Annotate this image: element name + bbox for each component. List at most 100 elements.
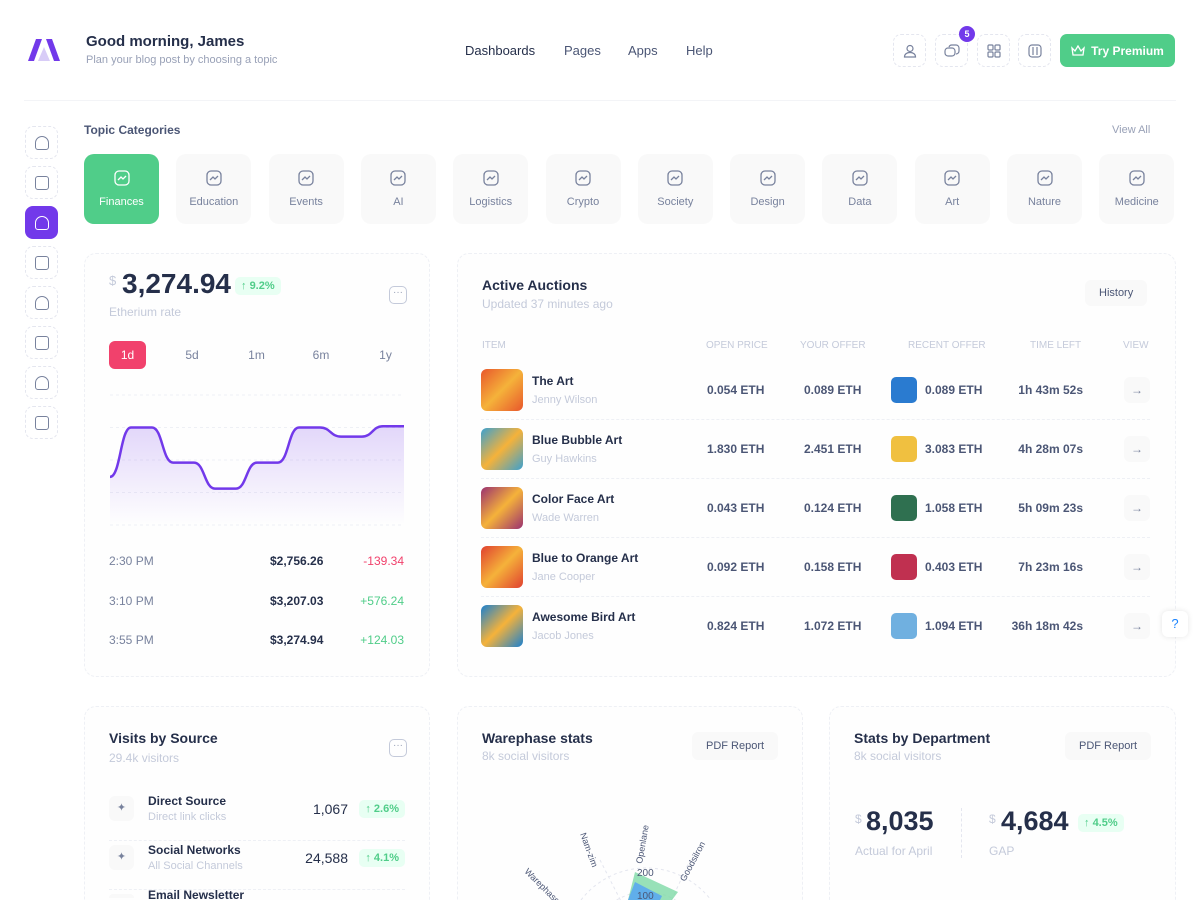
topic-crypto[interactable]: Crypto [545,154,621,224]
dept-pdf-button[interactable]: PDF Report [1065,732,1152,760]
col-time-left[interactable]: Time Left [1030,340,1082,351]
eth-chart [109,394,404,526]
grid-icon [986,43,1001,58]
try-premium-button[interactable]: Try Premium [1060,34,1175,67]
artwork-name[interactable]: Color Face Art [532,492,615,506]
rocket-icon: ✦ [109,796,134,821]
topic-medicine[interactable]: Medicine [1099,154,1175,224]
radar-spoke [599,859,621,900]
arrow-right-icon: → [1131,383,1143,397]
topic-society[interactable]: Society [637,154,713,224]
visits-more-button[interactable]: ··· [389,739,407,757]
view-arrow-button[interactable]: → [1124,554,1150,580]
range-tab-1m[interactable]: 1m [248,348,265,362]
auction-row: The Art Jenny Wilson 0.054 ETH 0.089 ETH… [481,361,1150,420]
area-fill [110,426,404,525]
sidebar-item-alert[interactable] [25,406,58,439]
artist-name: Guy Hawkins [532,453,597,465]
nav-pages[interactable]: Pages [564,43,601,58]
topic-label: Design [750,196,785,208]
auctions-subtitle: Updated 37 minutes ago [482,297,613,311]
auctions-title: Active Auctions [482,277,588,293]
gap-value: 4,684 [1001,806,1069,836]
sidebar-item-paypal[interactable] [25,206,58,239]
view-arrow-button[interactable]: → [1124,377,1150,403]
view-arrow-button[interactable]: → [1124,495,1150,521]
dept-subtitle: 8k social visitors [854,749,942,763]
col-item[interactable]: Item [482,340,506,351]
topic-art[interactable]: Art [914,154,990,224]
sidebar-item-faceid[interactable] [25,326,58,359]
sidebar-item-shield-user[interactable] [25,366,58,399]
nav-help[interactable]: Help [686,43,713,58]
topic-education[interactable]: Education [176,154,252,224]
time-left: 4h 28m 07s [1018,442,1083,456]
col-open-price[interactable]: Open Price [706,340,768,351]
open-price: 0.043 ETH [707,501,765,515]
col-recent-offer[interactable]: Recent Offer [908,340,986,351]
history-delta: +124.03 [360,633,404,647]
visit-source-row: ✦ Social Networks All Social Channels 24… [109,841,405,890]
range-tab-6m[interactable]: 6m [312,348,330,362]
artwork-name[interactable]: The Art [532,374,574,388]
user-icon [903,44,916,58]
visit-source-row: ✦ Direct Source Direct link clicks 1,067… [109,792,405,841]
source-name: Email Newsletter [148,888,245,902]
topic-design[interactable]: Design [730,154,806,224]
nav-dashboards[interactable]: Dashboards [465,43,536,58]
logo[interactable] [26,37,62,63]
topic-data[interactable]: Data [822,154,898,224]
time-left: 5h 09m 23s [1018,501,1083,515]
apps-button[interactable] [977,34,1010,67]
topic-label: AI [393,196,404,208]
alert-icon [34,415,49,430]
artwork-name[interactable]: Blue Bubble Art [532,433,623,447]
more-menu-button[interactable]: ··· [389,286,407,304]
col-your-offer[interactable]: Your Offer [800,340,866,351]
sidebar-item-cart[interactable] [25,166,58,199]
history-price: $2,756.26 [270,554,324,568]
brain-icon [390,170,407,186]
bidder-avatar [891,495,917,521]
artwork-name[interactable]: Blue to Orange Art [532,551,639,565]
topic-finances[interactable]: Finances [84,154,159,224]
sidebar-item-home[interactable] [25,126,58,159]
history-button[interactable]: History [1085,280,1148,306]
topic-events[interactable]: Events [268,154,344,224]
source-sub: Direct link clicks [148,811,227,823]
sidebar-item-documents[interactable] [25,246,58,279]
range-tab-5d[interactable]: 5d [185,348,199,362]
help-icon[interactable]: ? [1162,611,1188,637]
topic-nature[interactable]: Nature [1007,154,1082,224]
auction-row: Awesome Bird Art Jacob Jones 0.824 ETH 1… [481,597,1150,656]
crown-icon [1071,44,1086,56]
topic-label: Society [657,196,694,208]
eth-change-badge: ↑ 9.2% [235,277,281,295]
warephase-pdf-button[interactable]: PDF Report [692,732,779,760]
bidder-avatar [891,436,917,462]
source-name: Social Networks [148,843,241,857]
col-view[interactable]: View [1123,340,1149,351]
eth-label: Etherium rate [109,305,182,319]
topic-label: Education [189,196,239,208]
user-button[interactable] [893,34,926,67]
settings-button[interactable] [1018,34,1051,67]
view-arrow-button[interactable]: → [1124,613,1150,639]
artist-name: Jacob Jones [532,630,594,642]
artwork-name[interactable]: Awesome Bird Art [532,610,636,624]
nav-apps[interactable]: Apps [628,43,658,58]
topic-logistics[interactable]: Logistics [453,154,529,224]
radar-grid-outer [580,867,712,900]
source-change-badge: ↑ 4.1% [359,849,405,867]
topic-ai[interactable]: AI [360,154,436,224]
your-offer: 0.089 ETH [804,383,862,397]
range-tab-1d[interactable]: 1d [109,341,146,369]
auction-row: Blue to Orange Art Jane Cooper 0.092 ETH… [481,538,1150,597]
sidebar-item-contact-book[interactable] [25,286,58,319]
time-left: 36h 18m 42s [1011,619,1083,633]
range-tab-1y[interactable]: 1y [379,348,392,362]
view-arrow-button[interactable]: → [1124,436,1150,462]
topic-categories-title: Topic Categories [84,123,181,137]
view-all-link[interactable]: View All [1112,124,1151,136]
warephase-subtitle: 8k social visitors [482,749,570,763]
